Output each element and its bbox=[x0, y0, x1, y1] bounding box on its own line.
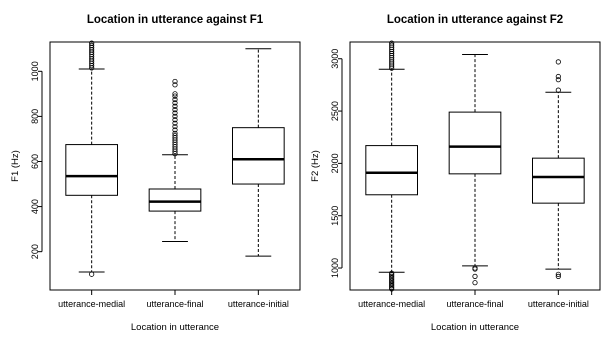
interquartile-box bbox=[148, 188, 202, 212]
outlier-point bbox=[472, 265, 478, 271]
f1-boxplot-panel: Location in utterance against F1 F1 (Hz)… bbox=[10, 14, 301, 333]
outlier-point bbox=[172, 117, 178, 123]
interquartile-box bbox=[365, 145, 419, 196]
outlier-point bbox=[555, 77, 561, 83]
y-axis-label: F2 (Hz) bbox=[310, 150, 321, 182]
interquartile-box bbox=[232, 127, 285, 185]
x-axis-label: Location in utterance bbox=[131, 322, 219, 333]
outlier-point bbox=[172, 78, 178, 85]
outlier-point bbox=[172, 103, 178, 109]
y-axis-label: F1 (Hz) bbox=[10, 150, 21, 182]
outlier-point bbox=[172, 93, 178, 99]
y-tick-label: 800 bbox=[30, 109, 40, 124]
y-tick-label: 2000 bbox=[330, 153, 340, 173]
outlier-point bbox=[172, 123, 178, 130]
chart-title: Location in utterance against F1 bbox=[87, 14, 264, 26]
box-utterance-medial bbox=[365, 40, 419, 292]
outlier-point bbox=[89, 42, 95, 48]
outlier-point bbox=[472, 273, 478, 279]
y-tick-label: 2500 bbox=[330, 101, 340, 121]
outlier-point bbox=[172, 132, 178, 139]
outlier-point bbox=[172, 120, 178, 126]
y-tick-label: 3000 bbox=[330, 49, 340, 69]
outlier-point bbox=[555, 271, 561, 277]
outlier-point bbox=[555, 273, 561, 279]
outlier-point bbox=[555, 73, 561, 80]
outlier-point bbox=[172, 127, 178, 133]
y-tick-label: 1500 bbox=[330, 206, 340, 226]
y-tick-label: 1000 bbox=[30, 61, 40, 81]
outlier-point bbox=[172, 96, 178, 103]
outlier-point bbox=[389, 272, 395, 278]
outlier-point bbox=[89, 40, 95, 46]
x-tick-label: utterance-final bbox=[446, 299, 503, 309]
y-tick-label: 1000 bbox=[330, 258, 340, 278]
x-tick-label: utterance-medial bbox=[58, 299, 125, 309]
box-utterance-final bbox=[448, 54, 502, 286]
outlier-point bbox=[555, 87, 561, 93]
outlier-point bbox=[172, 130, 178, 136]
chart-title: Location in utterance against F2 bbox=[387, 14, 563, 26]
y-tick-label: 200 bbox=[30, 244, 40, 259]
interquartile-box bbox=[532, 157, 585, 204]
outlier-point bbox=[172, 82, 178, 88]
outlier-point bbox=[172, 110, 178, 116]
interquartile-box bbox=[65, 144, 119, 196]
x-tick-label: utterance-medial bbox=[358, 299, 425, 309]
x-tick-label: utterance-final bbox=[146, 299, 203, 309]
outlier-point bbox=[472, 280, 478, 286]
box-utterance-final bbox=[148, 78, 202, 243]
y-tick-label: 400 bbox=[30, 199, 40, 214]
x-tick-label: utterance-initial bbox=[228, 299, 289, 309]
box-utterance-medial bbox=[65, 40, 119, 277]
y-tick-label: 600 bbox=[30, 154, 40, 169]
outlier-point bbox=[172, 91, 178, 97]
f2-boxplot-panel: Location in utterance against F2 F2 (Hz)… bbox=[310, 14, 601, 333]
outlier-point bbox=[172, 100, 178, 106]
interquartile-box bbox=[448, 111, 502, 175]
outlier-point bbox=[389, 42, 395, 48]
outlier-point bbox=[389, 273, 395, 279]
outlier-point bbox=[389, 40, 395, 46]
x-axis-label: Location in utterance bbox=[431, 322, 519, 333]
outlier-point bbox=[172, 107, 178, 113]
x-tick-label: utterance-initial bbox=[528, 299, 589, 309]
outlier-point bbox=[89, 271, 95, 277]
box-utterance-initial bbox=[232, 48, 285, 257]
outlier-point bbox=[172, 113, 178, 120]
outlier-point bbox=[555, 59, 561, 65]
outlier-point bbox=[389, 270, 395, 276]
box-utterance-initial bbox=[532, 59, 585, 279]
